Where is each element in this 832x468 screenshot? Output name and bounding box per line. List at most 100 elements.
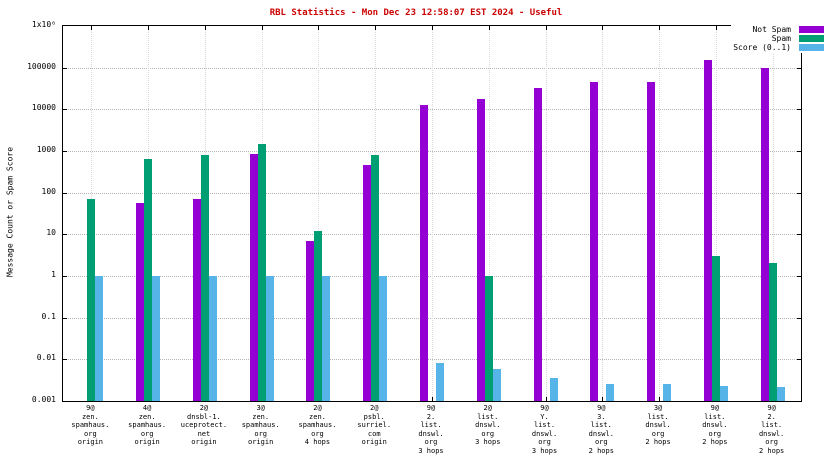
- x-tick-mark: [148, 26, 150, 30]
- bar-spam-12: [768, 263, 777, 401]
- x-tick-mark: [261, 26, 263, 30]
- y-tick-mark: [797, 109, 801, 111]
- x-gridline: [715, 26, 717, 401]
- y-tick-label: 10: [46, 228, 56, 238]
- x-category-label: 9@ 2. list. dnswl. org 3 hops: [418, 404, 444, 455]
- x-category-label: 2@ zen. spamhaus. org 4 hops: [298, 404, 337, 446]
- y-tick-mark: [797, 192, 801, 194]
- y-tick-label: 0.001: [31, 395, 56, 404]
- bar-spam-4: [314, 231, 323, 401]
- y-tick-mark: [797, 276, 801, 277]
- bar-score-0-1--1: [152, 276, 161, 401]
- x-gridline: [602, 26, 604, 401]
- y-tick-label: 0.01: [36, 353, 56, 363]
- x-tick-mark: [659, 26, 661, 30]
- legend-swatch: [799, 44, 824, 51]
- y-tick-mark: [63, 234, 67, 236]
- bar-spam-7: [484, 276, 493, 401]
- legend-item: Score (0..1): [733, 43, 824, 52]
- bar-not-spam-2: [192, 199, 201, 401]
- chart-title: RBL Statistics - Mon Dec 23 12:58:07 EST…: [269, 8, 563, 18]
- x-category-label: 9@ Y. list. dnswl. org 3 hops: [531, 404, 558, 455]
- bar-score-0-1--10: [663, 383, 672, 401]
- bar-not-spam-11: [703, 60, 712, 401]
- x-tick-mark: [204, 26, 206, 30]
- bar-score-0-1--0: [95, 276, 104, 401]
- x-category-label: 9@ 3. list. dnswl. org 2 hops: [588, 404, 614, 455]
- x-category-label: 3@ list. dnswl. org 2 hops: [645, 404, 671, 446]
- bar-score-0-1--3: [265, 276, 274, 401]
- y-tick-label: 100000: [27, 61, 56, 71]
- x-tick-mark: [488, 26, 490, 30]
- bar-score-0-1--8: [549, 378, 558, 401]
- x-category-label: 2@ psbl. surriel. com origin: [357, 404, 392, 446]
- legend-label: Spam: [771, 34, 791, 43]
- bar-score-0-1--2: [208, 276, 217, 401]
- legend-swatch: [799, 26, 824, 33]
- x-tick-mark: [375, 26, 377, 30]
- x-tick-mark: [715, 26, 717, 30]
- y-tick-mark: [63, 192, 67, 194]
- x-category-label: 2@ list. dnswl. org 3 hops: [475, 404, 501, 446]
- bar-spam-2: [200, 155, 209, 401]
- bar-not-spam-7: [476, 98, 485, 401]
- x-category-label: 9@ zen. spamhaus. org origin: [71, 404, 110, 446]
- legend-item: Not Spam: [733, 25, 824, 34]
- y-tick-label: 1x10⁶: [31, 20, 56, 29]
- x-gridline: [772, 26, 774, 401]
- y-tick-label: 0.1: [41, 311, 56, 321]
- x-tick-mark: [91, 26, 93, 30]
- x-category-label: 4@ zen. spamhaus. org origin: [128, 404, 167, 446]
- legend-swatch: [799, 35, 824, 42]
- x-tick-mark: [659, 397, 661, 401]
- bar-spam-3: [257, 143, 266, 401]
- bar-score-0-1--7: [492, 368, 501, 401]
- bar-not-spam-10: [647, 82, 656, 401]
- bar-not-spam-1: [136, 203, 145, 401]
- bar-not-spam-3: [249, 153, 258, 401]
- bar-spam-0: [87, 199, 96, 401]
- y-tick-mark: [63, 276, 67, 277]
- y-tick-label: 100: [41, 186, 56, 196]
- y-tick-label: 1000: [36, 145, 56, 154]
- bar-score-0-1--4: [322, 276, 331, 401]
- y-tick-mark: [63, 151, 67, 152]
- x-tick-mark: [432, 26, 433, 30]
- bar-not-spam-8: [533, 88, 542, 401]
- y-tick-mark: [797, 151, 801, 152]
- y-tick-mark: [797, 317, 801, 319]
- y-axis-label: Message Count or Spam Score: [5, 146, 15, 278]
- x-gridline: [545, 26, 547, 401]
- legend-label: Not Spam: [752, 25, 791, 34]
- legend-label: Score (0..1): [733, 43, 791, 52]
- bar-not-spam-5: [363, 165, 372, 401]
- x-category-label: 9@ 2. list. dnswl. org 2 hops: [758, 404, 785, 455]
- y-tick-label: 1: [51, 270, 56, 279]
- legend: Not Spam Spam Score (0..1): [731, 24, 826, 53]
- y-tick-mark: [797, 67, 801, 69]
- bar-not-spam-6: [420, 104, 428, 401]
- legend-item: Spam: [733, 34, 824, 43]
- x-tick-mark: [545, 397, 547, 401]
- y-tick-mark: [63, 359, 67, 361]
- bar-spam-1: [144, 158, 153, 401]
- bar-spam-5: [371, 155, 380, 401]
- x-gridline: [659, 26, 661, 401]
- bar-score-0-1--9: [606, 383, 615, 401]
- bar-score-0-1--12: [776, 386, 785, 401]
- plot-area: [62, 25, 802, 402]
- y-tick-mark: [63, 67, 67, 69]
- y-tick-mark: [63, 317, 67, 319]
- y-tick-mark: [797, 359, 801, 361]
- bar-score-0-1--11: [719, 385, 728, 401]
- y-tick-mark: [63, 109, 67, 111]
- bar-not-spam-12: [760, 67, 769, 401]
- x-tick-mark: [318, 26, 320, 30]
- x-category-label: 3@ zen. spamhaus. org origin: [241, 404, 280, 446]
- x-tick-mark: [432, 397, 433, 401]
- bar-not-spam-4: [306, 240, 315, 401]
- bar-score-0-1--5: [379, 276, 388, 401]
- x-tick-mark: [602, 26, 604, 30]
- y-tick-label: 10000: [31, 103, 56, 113]
